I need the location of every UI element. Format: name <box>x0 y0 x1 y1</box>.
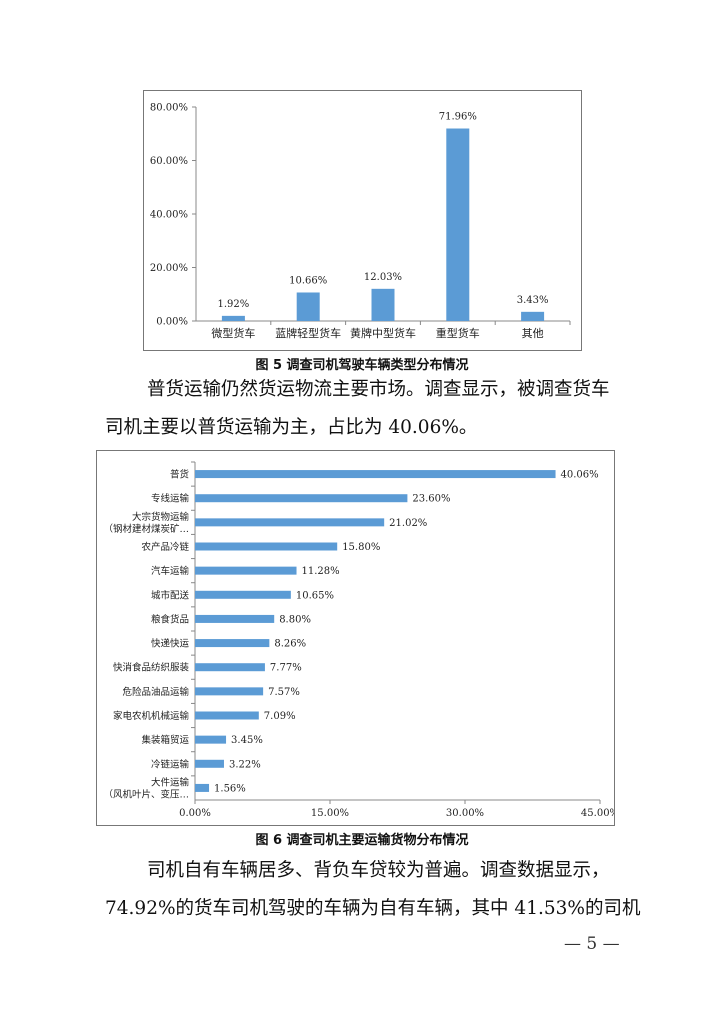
figure6-chart: 0.00% 15.00% 30.00% 45.00% 40.06% 普货 23.60% 专线运… <box>96 450 619 826</box>
fig5-bar <box>296 292 320 321</box>
fig6-data-label: 15.80% <box>342 542 380 553</box>
figure6-svg: 0.00% 15.00% 30.00% 45.00% 40.06% 普货 23.60% 专线运… <box>103 461 619 819</box>
fig6-category-label: 城市配送 <box>151 589 190 601</box>
fig6-bar <box>195 759 224 768</box>
fig6-bar <box>195 711 259 720</box>
fig6-data-label: 7.57% <box>268 687 300 698</box>
fig5-y-tick-label: 60.00% <box>150 156 188 167</box>
fig5-y-tick-label: 20.00% <box>150 263 188 274</box>
fig5-y-tick-label: 0.00% <box>156 317 188 328</box>
fig5-category-label: 其他 <box>522 327 544 340</box>
fig5-category-label: 黄牌中型货车 <box>350 326 416 340</box>
fig6-bar <box>195 663 265 672</box>
fig6-x-tick-label: 15.00% <box>311 808 349 819</box>
fig6-x-tick-label: 45.00% <box>581 808 614 819</box>
fig6-data-label: 40.06% <box>561 470 599 481</box>
fig6-data-label: 1.56% <box>214 783 246 794</box>
fig5-y-tick-label: 80.00% <box>150 103 188 114</box>
fig6-data-label: 7.09% <box>264 711 296 722</box>
fig6-bar <box>195 639 270 648</box>
fig5-bar <box>221 315 245 321</box>
fig6-x-tick-label: 0.00% <box>179 808 211 819</box>
fig6-category-label: 大宗货物运输 <box>132 511 190 523</box>
paragraph1-line1: 普货运输仍然货运物流主要市场。调查显示，被调查货车 <box>147 379 610 400</box>
fig6-category-label: 汽车运输 <box>151 565 190 577</box>
fig6-category-label: 普货 <box>170 469 189 481</box>
fig6-data-label: 8.80% <box>279 614 311 625</box>
fig6-category-label: 专线运输 <box>151 493 190 505</box>
figure6-caption: 图 6 调查司机主要运输货物分布情况 <box>255 833 469 848</box>
fig6-category-label: 大件运输 <box>151 776 190 788</box>
paragraph2-line1: 司机自有车辆居多、背负车贷较为普遍。调查数据显示， <box>147 860 610 881</box>
fig5-data-label: 12.03% <box>364 272 402 283</box>
fig6-category-label: 快消食品纺织服装 <box>113 662 190 674</box>
fig6-bar <box>195 735 227 744</box>
fig6-data-label: 21.02% <box>389 518 427 529</box>
fig6-bar <box>195 470 556 479</box>
fig6-category-label: 农产品冷链 <box>141 541 189 553</box>
fig6-data-label: 10.65% <box>296 590 334 601</box>
fig6-bar <box>195 783 210 792</box>
fig6-bar <box>195 566 297 575</box>
fig5-category-label: 微型货车 <box>211 326 255 340</box>
fig6-category-label: 快递快运 <box>151 638 190 650</box>
fig6-data-label: 23.60% <box>412 494 450 505</box>
fig6-bar <box>195 614 275 623</box>
figure5-svg: 0.00% 20.00% 40.00% 60.00% 80.00% 1.92% 微型货车 10… <box>150 103 571 340</box>
fig6-category-label: 家电农机机械运输 <box>113 710 190 722</box>
fig5-bar <box>371 288 395 321</box>
figure5-chart: 0.00% 20.00% 40.00% 60.00% 80.00% 1.92% 微型货车 10… <box>143 90 582 351</box>
fig5-data-label: 71.96% <box>439 112 477 123</box>
fig6-bar <box>195 590 291 599</box>
page-number: — 5 — <box>564 934 620 954</box>
fig5-bar <box>521 311 545 321</box>
fig6-bar <box>195 494 408 503</box>
fig5-bar <box>446 128 470 321</box>
fig6-data-label: 8.26% <box>274 639 306 650</box>
paragraph2-line2: 74.92%的货车司机驾驶的车辆为自有车辆，其中 41.53%的司机 <box>105 898 641 919</box>
fig5-data-label: 1.92% <box>218 299 250 310</box>
fig6-data-label: 3.22% <box>229 759 261 770</box>
fig6-bar <box>195 518 385 527</box>
paragraph1-line2: 司机主要以普货运输为主，占比为 40.06%。 <box>105 417 478 438</box>
fig6-category-label: （风机叶片、变压… <box>103 788 189 800</box>
fig6-category-label: 危险品油品运输 <box>122 686 189 698</box>
fig5-data-label: 10.66% <box>289 275 327 286</box>
fig6-category-label: 冷链运输 <box>151 758 190 770</box>
fig6-category-label: 粮食货品 <box>151 613 189 625</box>
fig6-bar <box>195 542 338 551</box>
fig6-data-label: 7.77% <box>270 663 302 674</box>
fig5-category-label: 重型货车 <box>436 326 480 340</box>
fig5-data-label: 3.43% <box>517 295 549 306</box>
fig6-data-label: 3.45% <box>231 735 263 746</box>
fig5-y-tick-label: 40.00% <box>150 210 188 221</box>
fig6-bar <box>195 687 264 696</box>
fig6-category-label: 集装箱贸运 <box>141 734 189 746</box>
fig5-category-label: 蓝牌轻型货车 <box>275 326 341 340</box>
fig6-category-label: （钢材建材煤炭矿… <box>103 523 189 535</box>
fig6-x-tick-label: 30.00% <box>446 808 484 819</box>
fig6-data-label: 11.28% <box>302 566 340 577</box>
figure5-caption: 图 5 调查司机驾驶车辆类型分布情况 <box>255 358 469 373</box>
